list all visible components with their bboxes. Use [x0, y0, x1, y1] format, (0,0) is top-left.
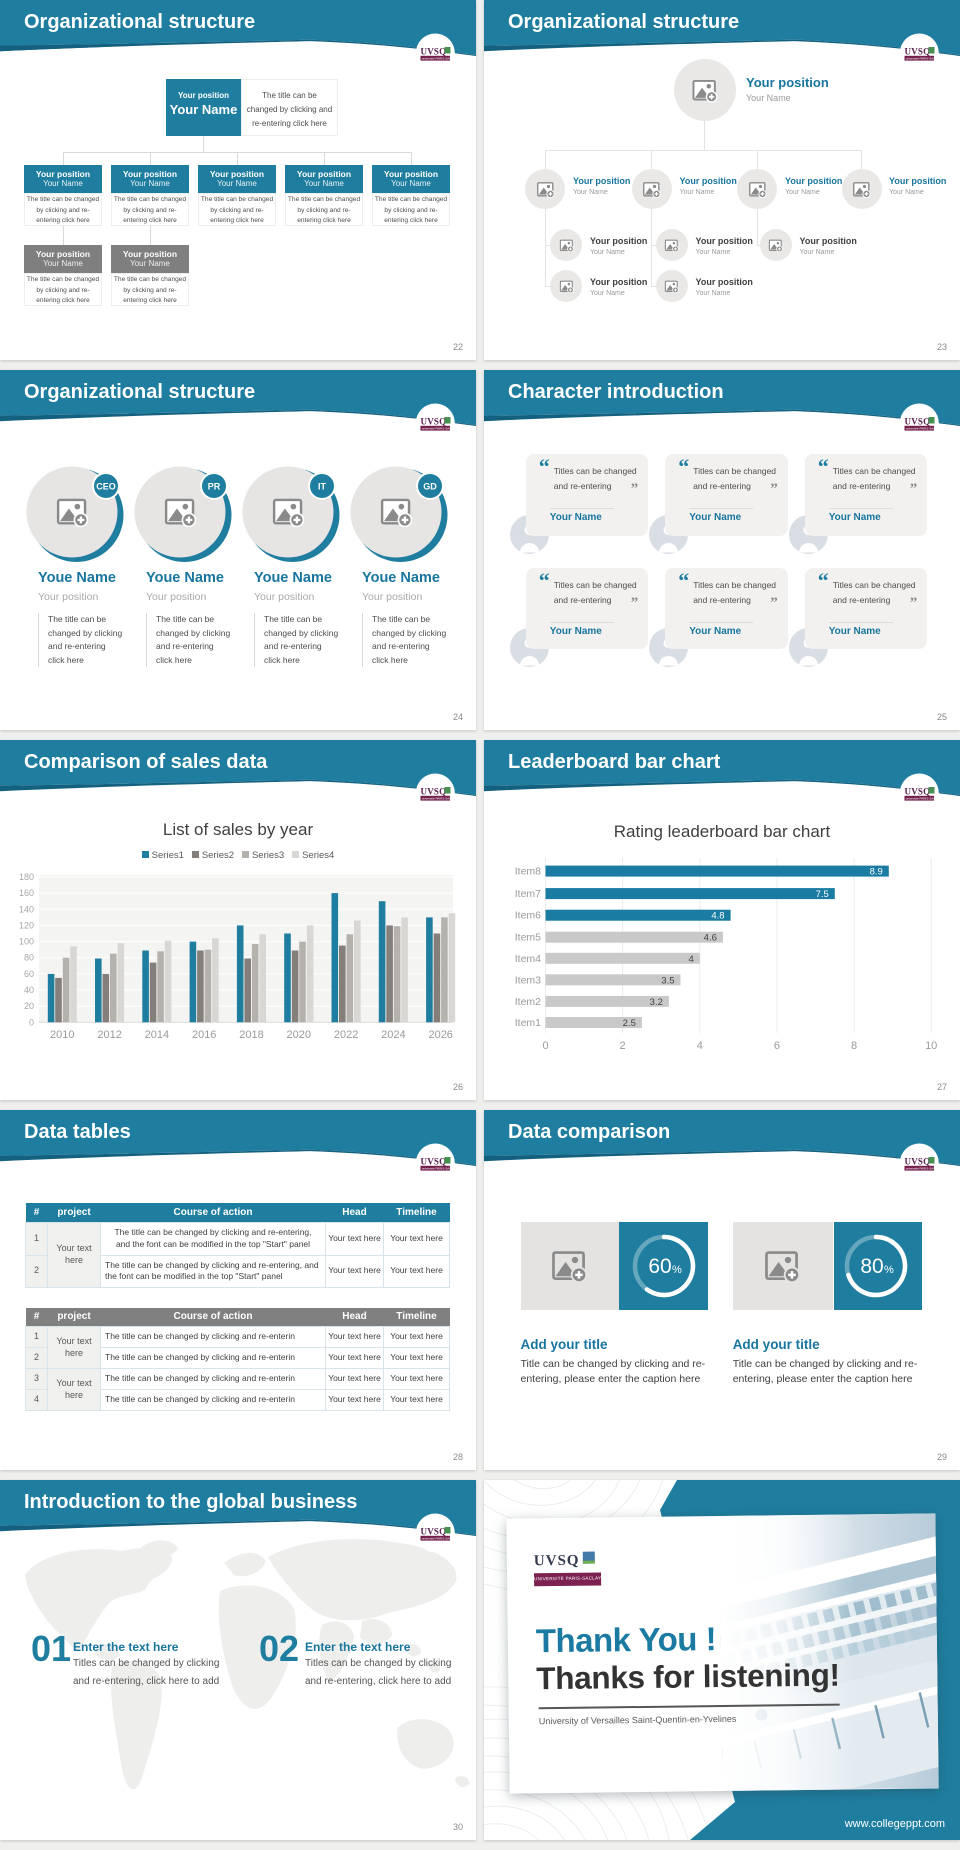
svg-text:université PARIS-SACLAY: université PARIS-SACLAY	[422, 56, 457, 60]
svg-text:Item3: Item3	[515, 974, 541, 986]
svg-text:10: 10	[925, 1040, 937, 1052]
svg-text:4: 4	[697, 1040, 703, 1052]
svg-text:UVSQ: UVSQ	[905, 787, 931, 797]
svg-text:2012: 2012	[97, 1029, 121, 1041]
svg-text:%: %	[672, 1264, 682, 1276]
svg-text:UVSQ: UVSQ	[421, 417, 447, 427]
svg-text:0: 0	[542, 1040, 548, 1052]
svg-text:université PARIS-SACLAY: université PARIS-SACLAY	[422, 796, 457, 800]
svg-text:2018: 2018	[239, 1029, 263, 1041]
svg-text:100: 100	[19, 937, 34, 947]
svg-text:UVSQ: UVSQ	[421, 1527, 447, 1537]
svg-text:2024: 2024	[381, 1029, 405, 1041]
svg-text:7.5: 7.5	[816, 889, 829, 900]
svg-text:6: 6	[774, 1040, 780, 1052]
svg-text:2020: 2020	[287, 1029, 311, 1041]
svg-text:IT: IT	[318, 482, 327, 492]
svg-text:2016: 2016	[192, 1029, 216, 1041]
svg-text:180: 180	[19, 872, 34, 882]
svg-text:3.5: 3.5	[661, 975, 674, 986]
svg-text:2022: 2022	[334, 1029, 358, 1041]
svg-text:4.8: 4.8	[711, 911, 724, 922]
svg-text:%: %	[884, 1264, 894, 1276]
svg-text:Item7: Item7	[515, 888, 541, 900]
svg-text:60: 60	[648, 1255, 671, 1278]
svg-text:40: 40	[24, 985, 34, 995]
svg-text:université PARIS-SACLAY: université PARIS-SACLAY	[422, 1166, 457, 1170]
svg-text:université PARIS-SACLAY: université PARIS-SACLAY	[906, 1166, 941, 1170]
svg-text:2010: 2010	[50, 1029, 74, 1041]
svg-text:université PARIS-SACLAY: université PARIS-SACLAY	[906, 426, 941, 430]
svg-text:0: 0	[29, 1017, 34, 1027]
svg-text:4.6: 4.6	[704, 933, 717, 944]
svg-text:120: 120	[19, 920, 34, 930]
svg-text:3.2: 3.2	[650, 997, 663, 1008]
svg-text:UVSQ: UVSQ	[421, 47, 447, 57]
svg-text:60: 60	[24, 969, 34, 979]
svg-text:8.9: 8.9	[870, 867, 883, 878]
svg-text:4: 4	[689, 954, 694, 965]
svg-text:UVSQ: UVSQ	[905, 417, 931, 427]
svg-text:PR: PR	[208, 482, 221, 492]
svg-text:UVSQ: UVSQ	[421, 787, 447, 797]
svg-text:UVSQ: UVSQ	[905, 1157, 931, 1167]
svg-text:université PARIS-SACLAY: université PARIS-SACLAY	[422, 1536, 457, 1540]
svg-text:Item1: Item1	[515, 1017, 541, 1029]
svg-text:Item8: Item8	[515, 866, 541, 878]
svg-text:université PARIS-SACLAY: université PARIS-SACLAY	[906, 56, 941, 60]
svg-text:UVSQ: UVSQ	[421, 1157, 447, 1167]
svg-text:université PARIS-SACLAY: université PARIS-SACLAY	[422, 426, 457, 430]
svg-text:université PARIS-SACLAY: université PARIS-SACLAY	[906, 796, 941, 800]
svg-text:2026: 2026	[428, 1029, 452, 1041]
svg-text:Item6: Item6	[515, 910, 541, 922]
svg-text:Item2: Item2	[515, 996, 541, 1008]
svg-text:140: 140	[19, 904, 34, 914]
svg-text:80: 80	[860, 1255, 883, 1278]
svg-text:Item5: Item5	[515, 932, 541, 944]
svg-text:2: 2	[620, 1040, 626, 1052]
svg-text:8: 8	[851, 1040, 857, 1052]
svg-text:80: 80	[24, 953, 34, 963]
svg-text:160: 160	[19, 888, 34, 898]
svg-text:UVSQ: UVSQ	[905, 47, 931, 57]
svg-text:20: 20	[24, 1001, 34, 1011]
svg-text:CEO: CEO	[96, 482, 116, 492]
svg-text:2.5: 2.5	[623, 1018, 636, 1029]
svg-text:Item4: Item4	[515, 953, 541, 965]
svg-text:GD: GD	[423, 482, 437, 492]
svg-text:2014: 2014	[145, 1029, 169, 1041]
